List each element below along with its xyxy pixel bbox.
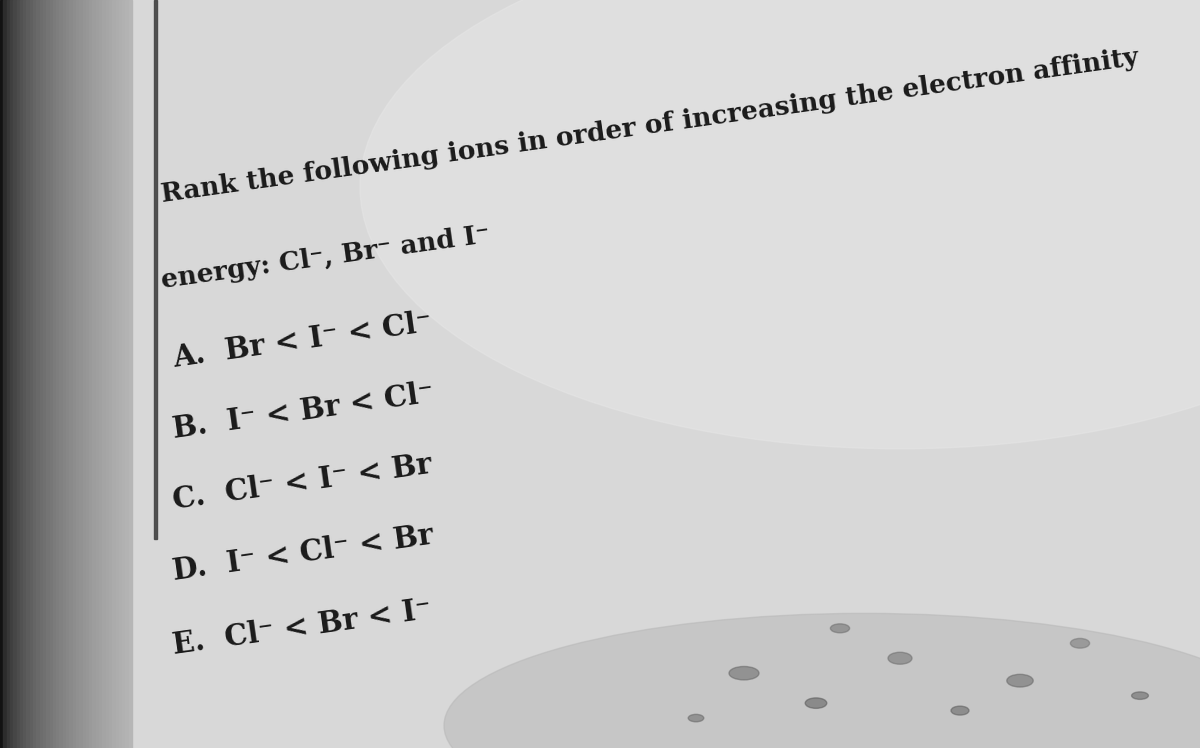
- Ellipse shape: [1070, 639, 1090, 648]
- Bar: [73, 0, 76, 748]
- Ellipse shape: [444, 613, 1200, 748]
- Bar: [109, 0, 113, 748]
- Bar: [79, 0, 83, 748]
- Bar: [7, 0, 10, 748]
- Bar: [119, 0, 122, 748]
- Bar: [70, 0, 72, 748]
- Bar: [53, 0, 56, 748]
- Bar: [56, 0, 60, 748]
- Bar: [113, 0, 115, 748]
- Bar: [0, 0, 4, 748]
- Ellipse shape: [1132, 692, 1148, 699]
- Bar: [23, 0, 26, 748]
- Bar: [92, 0, 96, 748]
- Ellipse shape: [952, 706, 970, 715]
- Text: E.  Cl⁻ < Br < I⁻: E. Cl⁻ < Br < I⁻: [170, 595, 433, 660]
- Bar: [122, 0, 126, 748]
- Bar: [115, 0, 119, 748]
- Ellipse shape: [805, 698, 827, 708]
- Bar: [125, 0, 128, 748]
- Text: C.  Cl⁻ < I⁻ < Br: C. Cl⁻ < I⁻ < Br: [170, 450, 433, 515]
- Bar: [154, 0, 157, 539]
- Ellipse shape: [360, 0, 1200, 449]
- Bar: [30, 0, 34, 748]
- Bar: [96, 0, 98, 748]
- Bar: [10, 0, 13, 748]
- Bar: [17, 0, 19, 748]
- Text: D.  I⁻ < Cl⁻ < Br: D. I⁻ < Cl⁻ < Br: [170, 521, 436, 586]
- Bar: [4, 0, 7, 748]
- Bar: [26, 0, 30, 748]
- Bar: [47, 0, 49, 748]
- Ellipse shape: [1007, 675, 1033, 687]
- Ellipse shape: [888, 652, 912, 664]
- Bar: [62, 0, 66, 748]
- Bar: [13, 0, 17, 748]
- Bar: [128, 0, 132, 748]
- Bar: [98, 0, 102, 748]
- Bar: [132, 0, 1200, 748]
- Bar: [40, 0, 43, 748]
- Bar: [60, 0, 62, 748]
- Text: B.  I⁻ < Br < Cl⁻: B. I⁻ < Br < Cl⁻: [170, 378, 436, 444]
- Bar: [43, 0, 47, 748]
- Bar: [102, 0, 106, 748]
- Ellipse shape: [730, 666, 760, 680]
- Bar: [36, 0, 40, 748]
- Bar: [66, 0, 70, 748]
- Bar: [49, 0, 53, 748]
- Bar: [89, 0, 92, 748]
- Bar: [86, 0, 89, 748]
- Bar: [19, 0, 23, 748]
- Ellipse shape: [689, 714, 703, 722]
- Text: A.  Br < I⁻ < Cl⁻: A. Br < I⁻ < Cl⁻: [170, 307, 433, 373]
- Text: Rank the following ions in order of increasing the electron affinity: Rank the following ions in order of incr…: [160, 45, 1140, 207]
- Bar: [83, 0, 86, 748]
- Ellipse shape: [830, 624, 850, 633]
- Bar: [76, 0, 79, 748]
- Bar: [106, 0, 109, 748]
- Bar: [34, 0, 36, 748]
- Text: energy: Cl⁻, Br⁻ and I⁻: energy: Cl⁻, Br⁻ and I⁻: [160, 222, 491, 293]
